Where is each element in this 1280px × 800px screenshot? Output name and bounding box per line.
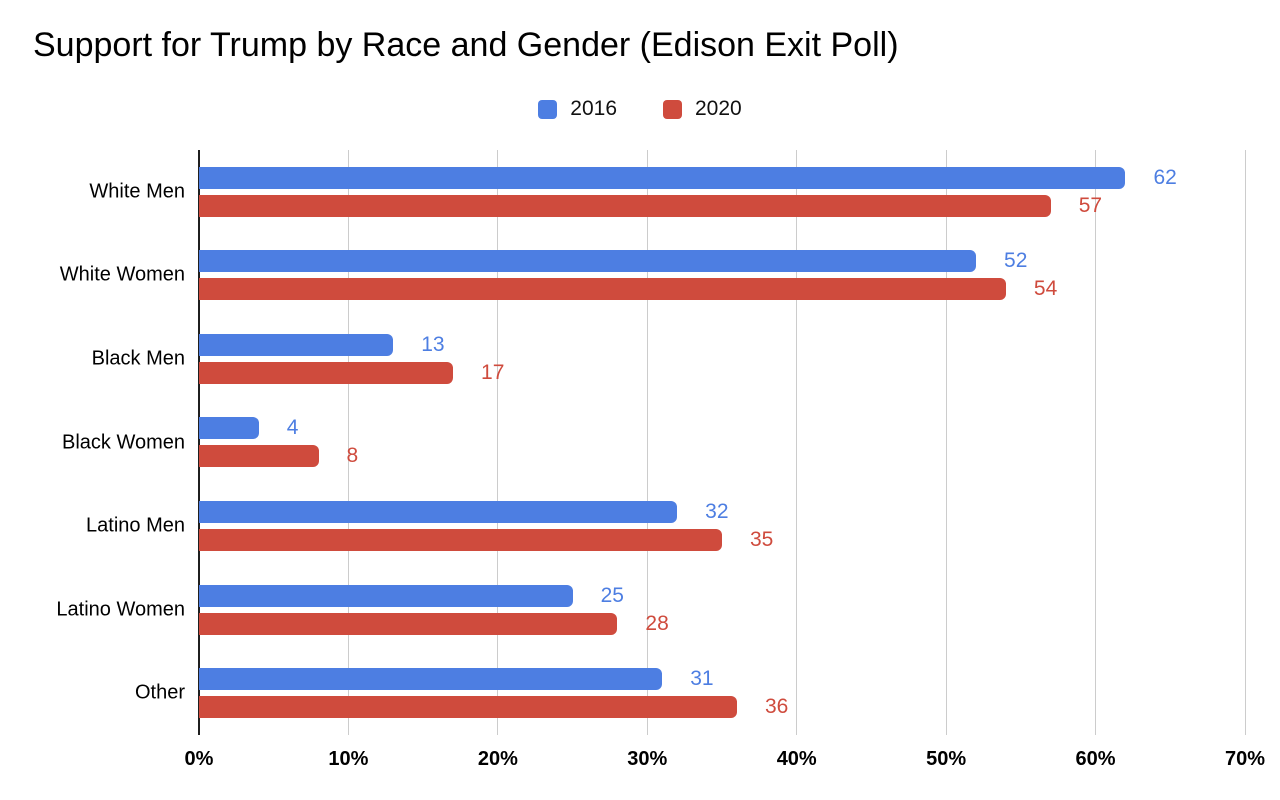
bar-2020-white-men [199,194,1051,217]
bar-row: 54 [199,277,1245,301]
category-label-black-women: Black Women [61,431,185,453]
bar-2016-latino-women [199,584,573,607]
bar-row: 8 [199,444,1245,468]
bar-row: 62 [199,165,1245,189]
bar-row: 35 [199,528,1245,552]
bar-value-label: 35 [750,528,774,552]
bar-group-other: 31 36 [199,651,1245,735]
bar-2020-black-men [199,361,454,384]
gridline [347,150,349,735]
x-tick-label: 50% [926,748,967,770]
x-tick-label: 30% [627,748,668,770]
category-label-white-men: White Men [89,180,185,203]
chart-legend: 2016 2020 [0,97,1280,121]
bar-2016-other [199,668,663,691]
x-tick-label: 60% [1075,748,1116,770]
bar-group-white-men: 62 57 [199,150,1245,234]
gridline [945,150,947,735]
category-label-latino-women: Latino Women [56,598,185,621]
bar-row: 17 [199,360,1245,384]
bar-group-latino-women: 25 28 [199,568,1245,652]
bar-row: 36 [199,695,1245,719]
bar-row: 52 [199,249,1245,273]
bar-value-label: 62 [1153,165,1177,189]
bar-value-label: 52 [1004,249,1028,273]
category-label-latino-men: Latino Men [86,514,185,537]
bar-2020-black-women [199,445,319,468]
y-axis-line [198,150,200,735]
x-tick-label: 70% [1224,748,1266,770]
bar-value-label: 57 [1078,193,1103,217]
x-tick-label: 10% [328,748,369,770]
bar-2016-black-men [199,333,394,356]
bar-row: 28 [199,611,1245,635]
category-label-other: Other [134,681,185,704]
bar-value-label: 25 [600,583,624,607]
bar-2016-white-women [199,250,977,273]
plot-area: 0% 10% 20% 30% 40% 50% 60% 70% White Men 62 57 Whit… [56,150,1265,770]
category-label-white-women: White Women [59,263,185,286]
gridline [1244,150,1246,735]
legend-item-2020: 2020 [663,97,742,121]
bar-2020-latino-women [199,612,618,635]
bar-2016-latino-men [199,501,678,524]
legend-item-2016: 2016 [538,97,617,121]
x-tick-label: 0% [184,748,214,770]
bar-value-label: 54 [1033,277,1058,301]
legend-swatch-2016 [538,99,558,119]
bar-row: 25 [199,583,1245,607]
bar-row: 4 [199,416,1245,440]
bar-value-label: 4 [286,416,299,440]
bar-2016-white-men [199,166,1126,189]
gridline [1095,150,1097,735]
bar-row: 13 [199,332,1245,356]
bar-2020-latino-men [199,529,722,552]
bar-2020-other [199,696,737,719]
bar-value-label: 13 [421,332,445,356]
bar-value-label: 36 [764,695,789,719]
bar-2020-white-women [199,278,1006,301]
bar-value-label: 17 [481,360,505,384]
gridline [497,150,499,735]
legend-label: 2016 [570,97,617,120]
chart-title: Support for Trump by Race and Gender (Ed… [33,26,899,64]
bar-value-label: 8 [346,444,359,468]
bar-2016-black-women [199,417,259,440]
bar-row: 32 [199,500,1245,524]
gridline [646,150,648,735]
bar-group-white-women: 52 54 [199,234,1245,318]
bar-group-black-men: 13 17 [199,317,1245,401]
legend-label: 2020 [695,97,742,120]
bar-row: 57 [199,193,1245,217]
category-label-black-men: Black Men [91,347,185,370]
bar-value-label: 32 [705,500,729,524]
x-tick-label: 40% [776,748,817,770]
gridline [796,150,798,735]
legend-swatch-2020 [663,99,682,119]
bar-value-label: 28 [645,611,669,635]
bar-group-latino-men: 32 35 [199,484,1245,568]
bar-value-label: 31 [690,667,714,691]
bar-row: 31 [199,667,1245,691]
x-tick-label: 20% [477,748,518,770]
